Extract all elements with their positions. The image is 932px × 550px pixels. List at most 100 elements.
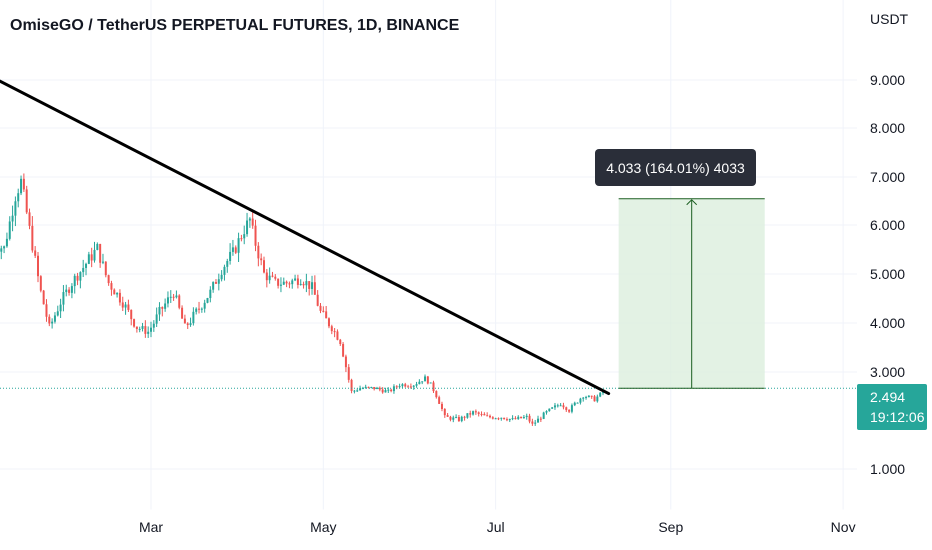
candle-body xyxy=(246,220,249,235)
candle-body xyxy=(325,311,328,319)
candle-body xyxy=(169,296,172,298)
candle-body xyxy=(251,218,254,226)
price-axis[interactable]: 9.000 8.000 7.000 6.000 5.000 4.000 3.000 1.000 xyxy=(857,0,932,550)
candle-body xyxy=(378,387,381,390)
candle-body xyxy=(110,283,113,290)
candle-body xyxy=(226,260,229,267)
candle-body xyxy=(164,303,167,309)
candle-body xyxy=(556,405,559,407)
candle-body xyxy=(3,246,6,249)
candle-body xyxy=(99,243,102,263)
candle-body xyxy=(42,290,45,305)
candle-body xyxy=(133,319,136,327)
candle-body xyxy=(234,247,237,253)
candle-body xyxy=(31,225,34,251)
candle-body xyxy=(407,386,410,388)
candle-body xyxy=(65,289,68,293)
candle-body xyxy=(183,318,186,324)
candle-body xyxy=(51,321,54,324)
time-tick-label: Jul xyxy=(487,519,505,535)
current-price-value: 2.494 xyxy=(870,389,906,405)
time-tick-label: Mar xyxy=(139,519,163,535)
price-tick-label: 3.000 xyxy=(870,364,905,380)
candle-body xyxy=(37,255,39,277)
candle-body xyxy=(316,294,319,306)
candle-body xyxy=(579,398,582,403)
candle-body xyxy=(223,266,226,275)
candle-body xyxy=(101,261,104,263)
candle-body xyxy=(452,417,455,420)
price-tick-label: 1.000 xyxy=(870,461,905,477)
price-tick-label: 9.000 xyxy=(870,72,905,88)
price-range-measure[interactable] xyxy=(618,198,765,389)
candle-body xyxy=(8,221,11,239)
candle-body xyxy=(500,417,503,419)
candle-body xyxy=(350,379,353,391)
candle-body xyxy=(585,397,588,399)
candle-body xyxy=(376,387,378,390)
candle-body xyxy=(192,311,195,324)
currency-label: USDT xyxy=(870,11,909,27)
candle-body xyxy=(231,247,234,252)
candle-body xyxy=(20,178,23,194)
candle-body xyxy=(361,388,364,390)
candle-body xyxy=(596,396,599,402)
trendline-segment xyxy=(0,79,611,396)
candle-body xyxy=(418,381,421,385)
candle-body xyxy=(429,382,432,384)
candle-body xyxy=(342,344,345,357)
candle-body xyxy=(548,408,551,412)
candle-body xyxy=(56,311,59,316)
candle-body xyxy=(330,326,333,332)
candle-body xyxy=(517,416,520,420)
candle-body xyxy=(497,418,500,420)
candle-body xyxy=(34,250,37,256)
candle-body xyxy=(254,225,257,246)
candle-body xyxy=(599,392,602,397)
candle-body xyxy=(62,292,65,305)
candle-body xyxy=(522,416,525,419)
candle-body xyxy=(443,409,446,416)
candle-body xyxy=(587,395,590,398)
trendline[interactable] xyxy=(0,70,611,396)
candle-body xyxy=(319,305,322,311)
candlestick-series xyxy=(0,173,604,426)
candle-body xyxy=(189,323,192,326)
candle-body xyxy=(53,315,56,322)
candle-body xyxy=(398,386,401,388)
candle-body xyxy=(367,386,370,388)
candle-body xyxy=(237,238,240,253)
candle-body xyxy=(553,405,556,408)
candle-body xyxy=(274,276,277,279)
candle-body xyxy=(220,274,223,280)
candle-body xyxy=(296,278,299,285)
candle-body xyxy=(455,417,458,419)
candle-body xyxy=(124,304,127,308)
time-axis[interactable]: Mar May Jul Sep Nov xyxy=(0,509,857,535)
candle-body xyxy=(435,391,438,398)
candle-body xyxy=(387,389,390,391)
candle-body xyxy=(576,402,579,404)
candle-body xyxy=(291,280,294,285)
candle-body xyxy=(344,356,347,368)
candle-body xyxy=(582,397,585,399)
candle-body xyxy=(73,275,76,287)
candle-body xyxy=(474,411,477,413)
candle-body xyxy=(68,289,71,293)
candle-body xyxy=(48,316,51,324)
candle-body xyxy=(82,267,85,273)
candle-body xyxy=(570,405,573,412)
candle-body xyxy=(514,418,517,420)
price-tick-label: 4.000 xyxy=(870,315,905,331)
candle-body xyxy=(138,328,141,330)
candle-body xyxy=(449,416,452,420)
candle-body xyxy=(158,306,161,315)
candle-body xyxy=(248,218,251,221)
price-tick-label: 5.000 xyxy=(870,266,905,282)
candle-body xyxy=(118,292,121,303)
candle-body xyxy=(353,390,356,392)
time-tick-label: Nov xyxy=(831,519,856,535)
candle-body xyxy=(573,402,576,406)
candle-body xyxy=(282,281,285,285)
